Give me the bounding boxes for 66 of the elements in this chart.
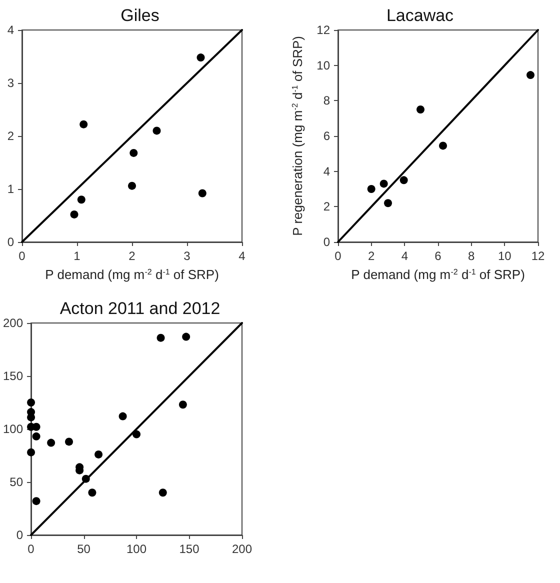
point [156,334,165,342]
x-tick-label: 4 [238,249,246,263]
y-tick-label: 0 [323,235,330,249]
x-tick-label: 2 [128,249,136,263]
point [400,176,408,184]
point [416,106,424,114]
x-tick-label: 6 [434,249,442,263]
point [70,210,78,218]
x-tick-label: 150 [179,542,200,556]
x-tick-label: 100 [126,542,147,556]
x-tick-label: 3 [184,249,191,263]
x-tick-label: 4 [401,249,408,263]
point [526,71,534,80]
x-tick-label: 200 [232,542,252,556]
y-axis-title: P regeneration (mg m-2 d-1 of SRP) [290,36,305,236]
point [128,182,136,190]
y-tick-label: 150 [2,369,24,383]
y-tick-label: 1 [7,182,14,196]
point [178,400,187,409]
x-tick-label: 0 [334,249,342,263]
point [94,450,103,458]
x-tick-label: 12 [531,249,545,263]
point [32,432,40,440]
point [65,438,73,446]
point [47,438,56,447]
point [384,199,392,208]
y-tick-label: 50 [10,475,24,489]
y-tick-label: 6 [323,129,330,143]
point [32,497,40,506]
point [158,488,167,497]
y-tick-label: 8 [323,94,330,108]
y-tick-label: 2 [7,129,14,143]
x-tick-label: 0 [28,542,35,556]
point [367,185,376,193]
point [182,332,190,341]
x-tick-label: 50 [77,542,91,556]
point [27,398,36,406]
point [130,148,138,157]
y-tick-label: 3 [7,76,14,90]
chart-title: Acton 2011 and 2012 [60,299,220,318]
x-tick-label: 10 [498,249,512,263]
y-tick-label: 200 [2,316,24,330]
point [118,412,127,420]
point [198,189,206,198]
point [439,142,447,150]
point [380,180,388,188]
y-tick-label: 10 [316,58,330,72]
chart-title: Giles [120,6,160,25]
point [80,120,88,128]
y-tick-label: 12 [316,23,330,37]
x-tick-label: 1 [74,249,81,263]
chart-title: Lacawac [386,6,454,25]
y-tick-label: 100 [2,422,24,436]
y-tick-label: 4 [323,164,330,178]
y-tick-label: 0 [7,235,14,249]
point [196,54,205,62]
y-tick-label: 2 [323,200,330,214]
x-tick-label: 2 [368,249,375,263]
point [27,448,36,456]
y-tick-label: 0 [16,528,24,542]
point [88,488,96,497]
x-tick-label: 8 [468,249,475,263]
point [77,196,86,204]
point [132,430,141,438]
y-tick-label: 4 [7,23,14,37]
point [152,126,161,135]
